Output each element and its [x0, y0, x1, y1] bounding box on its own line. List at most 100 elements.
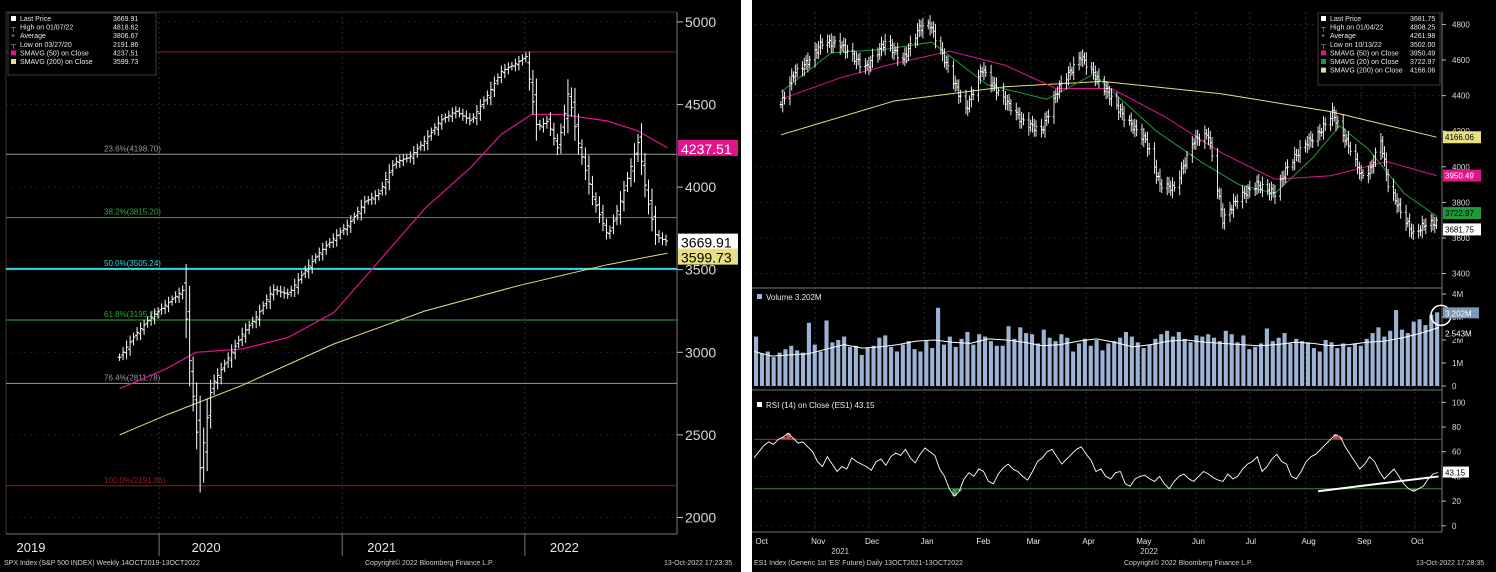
- volume-bar: [1047, 337, 1052, 386]
- volume-bar: [1235, 342, 1240, 386]
- volume-bar: [1253, 346, 1258, 386]
- volume-bar: [965, 331, 970, 386]
- es1-chart-panel: 480046004400420040003800360034004166.063…: [752, 0, 1496, 572]
- y-tick-label: 3000: [685, 344, 716, 360]
- volume-bar: [1135, 342, 1140, 386]
- volume-bar: [941, 344, 947, 386]
- y-tick-label: 4800: [1452, 20, 1470, 29]
- rsi-legend-swatch: [757, 402, 762, 407]
- rsi-y-tick-label: 60: [1452, 448, 1461, 457]
- axis-tag-bg: [678, 233, 738, 250]
- legend-swatch: [11, 59, 16, 64]
- legend-value: 4166.06: [1410, 68, 1435, 75]
- footer-center: Copyright© 2022 Bloomberg Finance L.P.: [1124, 559, 1253, 567]
- volume-bar: [1247, 349, 1252, 386]
- volume-bar: [1394, 310, 1399, 386]
- volume-bar: [1071, 351, 1076, 386]
- x-tick-label: Sep: [1357, 537, 1372, 546]
- footer-left: SPX Index (S&P 500 INDEX) Weekly 14OCT20…: [4, 560, 200, 567]
- volume-bar: [900, 344, 905, 386]
- volume-bar: [1270, 341, 1275, 386]
- rsi-y-tick-label: 80: [1452, 423, 1461, 432]
- volume-bar: [959, 338, 964, 386]
- x-tick-label: Jul: [1246, 537, 1256, 546]
- volume-bar: [1200, 336, 1205, 386]
- legend-value: 3599.73: [113, 59, 138, 66]
- legend-label: SMAVG (20) on Close: [1330, 59, 1399, 66]
- x-tick-label: 2019: [17, 540, 46, 555]
- volume-bar: [1082, 338, 1087, 386]
- y-tick-label: 2000: [685, 509, 716, 525]
- legend-label: Last Price: [20, 16, 51, 23]
- volume-bar: [859, 354, 864, 386]
- fib-label: 76.4%(2811.78): [104, 373, 161, 382]
- legend-marker: ┬: [1320, 42, 1326, 49]
- volume-bar: [1176, 331, 1181, 386]
- volume-bar: [1411, 321, 1416, 386]
- volume-bar: [1206, 334, 1211, 386]
- volume-bar: [1012, 338, 1017, 386]
- x-tick-label: Jan: [921, 537, 934, 546]
- legend-value: 3722.97: [1410, 59, 1435, 66]
- volume-bar: [853, 345, 858, 386]
- spx-chart-panel: 50004500400035003000250020000.0%(4818.62…: [0, 0, 741, 572]
- volume-bar: [1112, 341, 1117, 386]
- volume-bar: [906, 341, 911, 386]
- footer-right: 13-Oct-2022 17:28:35: [1416, 560, 1484, 567]
- volume-bar: [889, 346, 894, 386]
- volume-bar: [1153, 338, 1158, 386]
- fib-label: 50.0%(3505.24): [104, 259, 161, 268]
- x-tick-label: Oct: [755, 537, 768, 546]
- volume-bar: [1358, 345, 1363, 386]
- rsi-oversold-fill: [952, 488, 957, 497]
- axis-tag: 3599.73: [681, 250, 732, 266]
- volume-bar: [1223, 330, 1228, 386]
- volume-bar: [1188, 342, 1193, 386]
- volume-bar: [1282, 333, 1287, 386]
- sma200-line: [119, 252, 668, 436]
- legend-box: [1317, 12, 1441, 86]
- legend-label: SMAVG (50) on Close: [1330, 50, 1399, 57]
- legend-label: Last Price: [1330, 16, 1361, 23]
- volume-bar: [930, 348, 935, 386]
- rsi-tag: 43.15: [1445, 469, 1466, 478]
- volume-bar: [1376, 327, 1381, 386]
- y-tick-label: 4600: [1452, 56, 1470, 65]
- legend-value: 3669.91: [113, 16, 138, 23]
- volume-bar: [1018, 327, 1023, 386]
- volume-bar: [1059, 334, 1064, 386]
- volume-bar: [977, 334, 982, 386]
- axis-tag-bg: [1443, 207, 1481, 220]
- volume-bar: [795, 350, 800, 386]
- volume-bar: [1382, 336, 1387, 386]
- legend-swatch: [1321, 59, 1326, 64]
- volume-bar: [806, 322, 811, 386]
- volume-bar: [1329, 342, 1334, 386]
- volume-bar: [800, 352, 806, 386]
- volume-bar: [1041, 329, 1046, 386]
- volume-bar: [1317, 351, 1322, 386]
- year-label: 2021: [831, 547, 849, 556]
- volume-bar: [971, 344, 976, 386]
- fib-label: 100.0%(2191.86): [104, 476, 166, 485]
- legend-box: [7, 12, 157, 76]
- volume-y-tick-label: 4M: [1452, 290, 1463, 299]
- volume-bar: [894, 351, 900, 386]
- sma50-line: [119, 113, 668, 390]
- legend-label: Low on 10/13/22: [1330, 42, 1382, 49]
- volume-tag: 2.543M: [1445, 330, 1472, 339]
- legend-value: 3502.00: [1410, 42, 1435, 49]
- volume-bar: [1323, 340, 1328, 386]
- volume-bar: [1429, 314, 1434, 386]
- legend-value: 4818.62: [113, 25, 138, 32]
- rsi-y-tick-label: 20: [1452, 497, 1461, 506]
- volume-bar: [988, 341, 993, 386]
- volume-bar: [1053, 341, 1058, 386]
- volume-bar: [836, 340, 841, 386]
- fib-label: 61.8%(3195.28): [104, 310, 161, 319]
- volume-bar: [1241, 335, 1246, 386]
- x-tick-label: 2020: [192, 540, 221, 555]
- volume-bar: [1335, 348, 1340, 386]
- volume-bar: [1006, 326, 1011, 386]
- volume-bar: [812, 344, 817, 386]
